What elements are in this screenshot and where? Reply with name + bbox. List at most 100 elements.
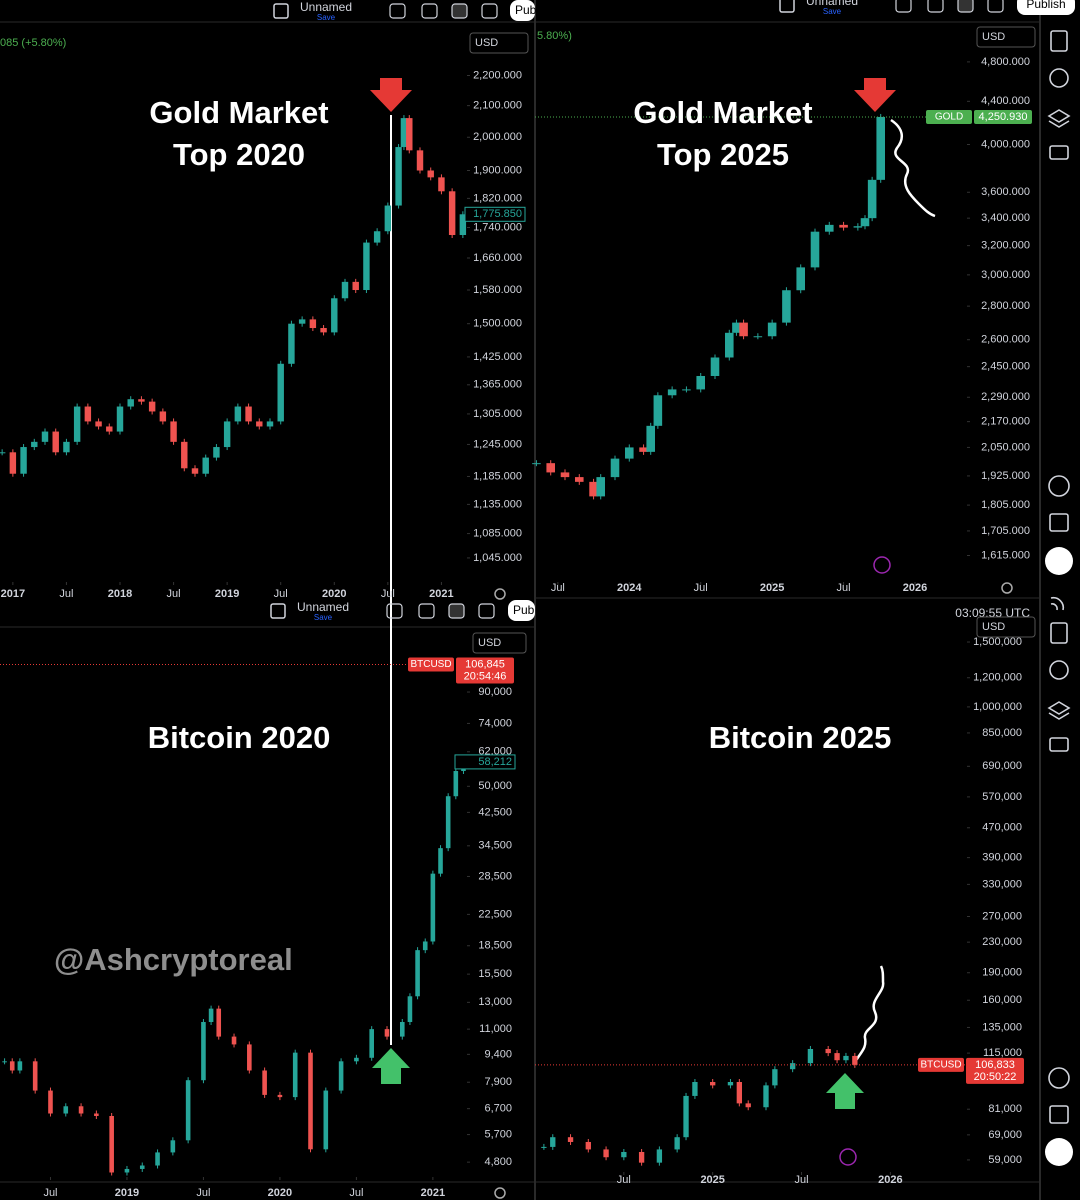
chart-name[interactable]: Unnamed xyxy=(806,0,858,8)
candle xyxy=(384,1029,390,1037)
icon[interactable] xyxy=(1049,1105,1069,1124)
y-tick-label: 690,000 xyxy=(982,760,1022,772)
tool-icon[interactable] xyxy=(895,0,912,13)
icon[interactable] xyxy=(1050,622,1068,644)
gear[interactable] xyxy=(494,588,506,600)
candle xyxy=(867,179,877,219)
legend-text: 5.80%) xyxy=(537,30,572,42)
candle xyxy=(201,1022,206,1081)
icon[interactable] xyxy=(1047,109,1071,128)
candle xyxy=(667,389,677,396)
icon[interactable] xyxy=(1048,475,1070,497)
candle xyxy=(825,1048,831,1054)
publish-button[interactable] xyxy=(1017,0,1075,15)
icon[interactable] xyxy=(1050,30,1068,52)
candle xyxy=(438,848,443,874)
tool-icon[interactable] xyxy=(386,603,403,619)
candle xyxy=(789,1063,796,1070)
tool-icon[interactable] xyxy=(987,0,1004,13)
candle xyxy=(213,447,220,458)
candle xyxy=(621,1151,627,1158)
y-tick-label: 74,000 xyxy=(478,717,512,729)
icon[interactable] xyxy=(1048,1067,1070,1089)
x-tick-label: Jul xyxy=(43,1187,57,1199)
icon[interactable] xyxy=(1050,596,1065,611)
y-tick-label: 11,000 xyxy=(479,1023,512,1035)
badge xyxy=(873,556,891,574)
x-tick-label: Jul xyxy=(617,1174,631,1186)
currency-select[interactable] xyxy=(976,616,1036,638)
candle xyxy=(725,332,734,358)
candle xyxy=(31,441,38,448)
candle xyxy=(32,1061,38,1091)
candle xyxy=(710,1082,716,1086)
tool-icon[interactable] xyxy=(481,3,498,19)
icon[interactable] xyxy=(1049,737,1069,752)
chart-name[interactable]: Unnamed xyxy=(297,600,349,614)
candle xyxy=(625,447,634,459)
currency-select[interactable] xyxy=(469,32,529,54)
candle xyxy=(763,1085,769,1108)
candle xyxy=(298,319,306,324)
y-tick-label: 1,900.000 xyxy=(473,164,522,176)
candle xyxy=(400,118,408,148)
candle xyxy=(407,996,413,1023)
layout-icon[interactable] xyxy=(273,3,289,19)
icon[interactable] xyxy=(1049,68,1069,88)
tool-icon[interactable] xyxy=(421,3,438,19)
tool-icon[interactable] xyxy=(478,603,495,619)
layout-icon[interactable] xyxy=(779,0,795,13)
tool-icon[interactable] xyxy=(418,603,435,619)
currency-select[interactable] xyxy=(976,26,1036,48)
candle xyxy=(653,395,663,426)
x-tick-label: Jul xyxy=(196,1187,210,1199)
y-tick-label: 34,500 xyxy=(478,840,512,852)
candle xyxy=(124,1168,130,1173)
y-tick-label: 1,245.000 xyxy=(473,438,522,450)
y-tick-label: 22,500 xyxy=(478,908,512,920)
candle xyxy=(541,1146,547,1148)
candle xyxy=(696,375,705,390)
currency-select[interactable] xyxy=(472,632,527,654)
candle xyxy=(674,1137,680,1150)
legend-text: 085 (+5.80%) xyxy=(0,37,66,49)
candle xyxy=(191,468,199,474)
gear[interactable] xyxy=(494,1187,506,1199)
x-tick-label: 2021 xyxy=(421,1187,445,1199)
y-tick-label: 135,000 xyxy=(982,1021,1022,1033)
tool-icon[interactable] xyxy=(451,3,468,19)
down-arrow xyxy=(854,78,896,112)
publish-button[interactable] xyxy=(510,0,535,21)
tool-icon[interactable] xyxy=(927,0,944,13)
last-price-box xyxy=(464,206,526,222)
y-tick-label: 850,000 xyxy=(982,727,1022,739)
icon[interactable] xyxy=(1049,513,1069,532)
candle xyxy=(78,1106,84,1114)
x-tick-label: Jul xyxy=(59,588,73,600)
candle xyxy=(596,477,605,497)
candle xyxy=(399,1022,405,1037)
apps-button[interactable] xyxy=(1045,547,1073,575)
tag-symbol: BTCUSD xyxy=(410,659,451,670)
tool-icon[interactable] xyxy=(448,603,465,619)
tag-value-box xyxy=(966,1057,1024,1084)
candle xyxy=(796,267,805,291)
tool-icon[interactable] xyxy=(389,3,406,19)
y-tick-label: 1,820.000 xyxy=(473,192,522,204)
apps-button[interactable] xyxy=(1045,1138,1073,1166)
x-tick-label: 2017 xyxy=(1,588,25,600)
tool-icon[interactable] xyxy=(957,0,974,13)
gear[interactable] xyxy=(1001,582,1013,594)
y-tick-label: 7,900 xyxy=(484,1076,512,1088)
candle xyxy=(9,452,17,474)
candle xyxy=(732,322,741,333)
icon[interactable] xyxy=(1049,145,1069,160)
chart-name[interactable]: Unnamed xyxy=(300,0,352,14)
publish-button[interactable] xyxy=(508,600,535,621)
icon[interactable] xyxy=(1047,701,1071,720)
up-arrow xyxy=(826,1073,864,1109)
candle xyxy=(63,441,70,453)
icon[interactable] xyxy=(1049,660,1069,680)
y-tick-label: 1,365.000 xyxy=(473,379,522,391)
layout-icon[interactable] xyxy=(270,603,286,619)
